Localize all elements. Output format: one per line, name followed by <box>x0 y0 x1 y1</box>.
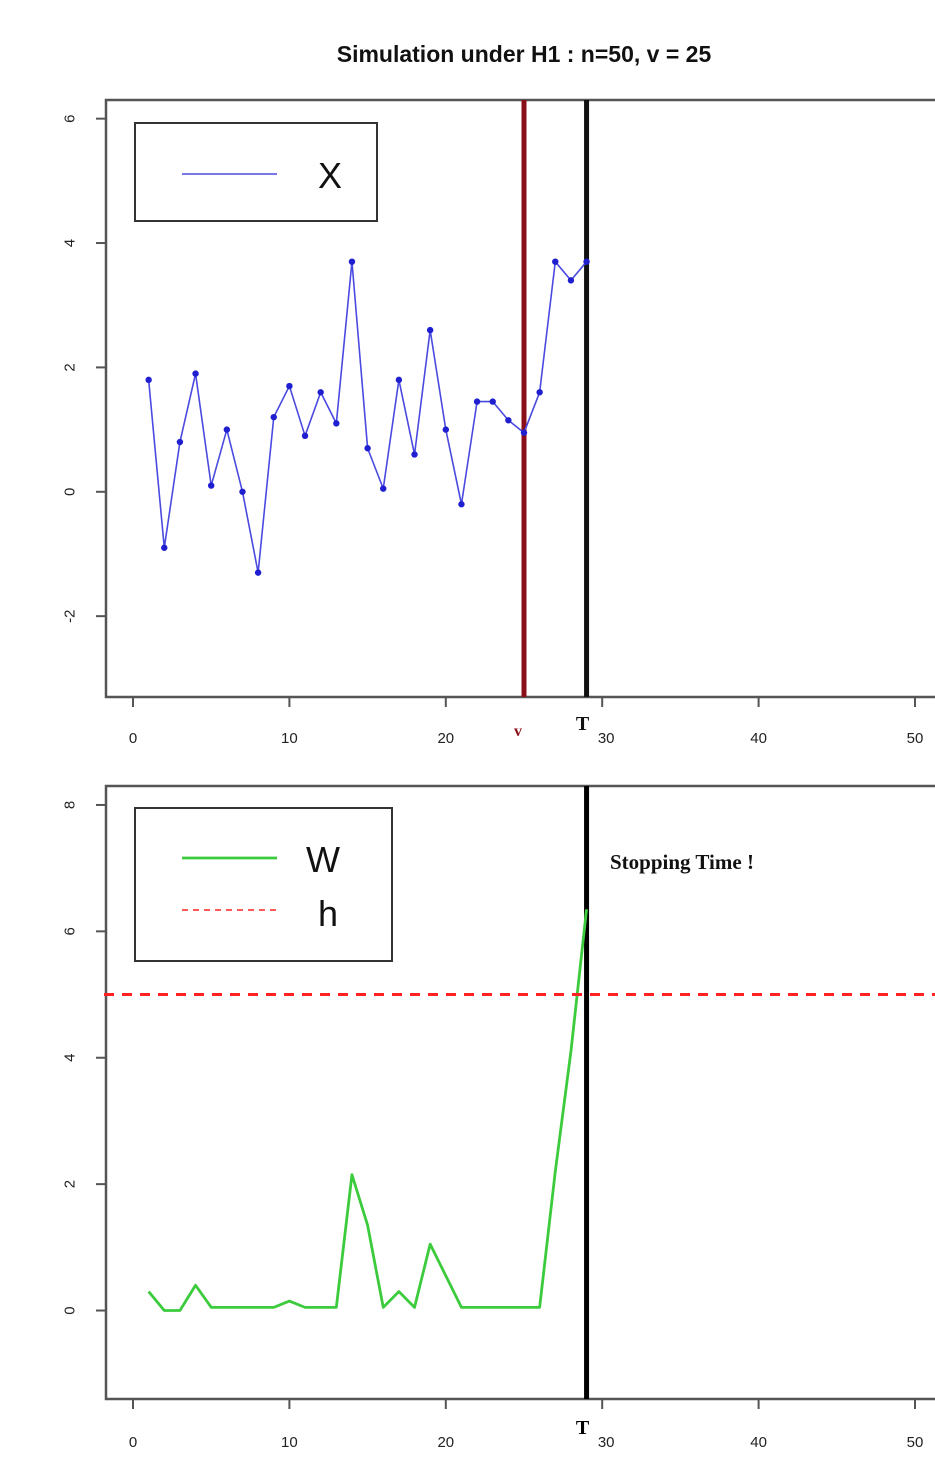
legend-label-X: X <box>318 155 342 196</box>
data-point <box>552 258 559 265</box>
y-tick-label: 4 <box>62 1054 79 1062</box>
legend-box <box>134 122 378 222</box>
plot-frame <box>104 784 935 1401</box>
data-point <box>208 482 215 489</box>
x-tick-label: 40 <box>750 1434 767 1451</box>
data-point <box>583 258 590 265</box>
y-tick-label: 4 <box>62 239 79 247</box>
data-point <box>536 389 543 396</box>
vline-label-v: v <box>514 723 522 740</box>
data-point <box>380 485 387 492</box>
x-tick-label: 20 <box>437 1434 454 1451</box>
series-line-X <box>147 260 588 574</box>
data-point <box>223 426 231 433</box>
data-point <box>145 376 152 384</box>
legend: Wh <box>134 807 393 962</box>
vline-label-T: T <box>576 713 590 735</box>
y-tick-label: 6 <box>62 114 79 122</box>
y-tick-label: 6 <box>62 927 79 935</box>
vline-label-T: T <box>576 1417 590 1439</box>
y-tick-label: 0 <box>62 1306 79 1314</box>
series-line-W <box>147 909 588 1312</box>
x-tick-label: 50 <box>907 730 924 747</box>
data-point <box>505 417 512 424</box>
data-point <box>426 326 434 334</box>
bottom-plot-panel: 0 2 4 6 8 0 10 20 30 40 50 T Wh Stopping Time ! <box>62 784 935 1451</box>
legend: X <box>134 122 378 222</box>
x-tick-label: 0 <box>129 1434 137 1451</box>
stopping-time-annotation: Stopping Time ! <box>610 850 754 874</box>
y-tick-label: -2 <box>62 609 79 622</box>
data-point <box>520 429 528 436</box>
data-point <box>254 569 262 576</box>
data-point <box>301 432 309 440</box>
x-tick-label: 10 <box>281 1434 298 1451</box>
data-point <box>489 398 496 405</box>
data-point <box>239 488 246 495</box>
data-point <box>364 445 371 452</box>
y-tick-label: 2 <box>62 363 79 371</box>
x-tick-label: 30 <box>598 730 615 747</box>
legend-label-h: h <box>318 893 338 934</box>
top-plot-panel: -2 0 2 4 6 0 10 20 30 40 50 v T X <box>62 98 935 747</box>
plot-frame <box>104 98 935 699</box>
data-point <box>333 420 340 427</box>
data-point <box>176 438 184 446</box>
data-point <box>442 426 449 433</box>
data-point <box>286 382 293 390</box>
legend-box <box>134 807 393 962</box>
y-tick-label: 2 <box>62 1180 79 1188</box>
x-tick-label: 0 <box>129 730 137 747</box>
y-tick-label: 8 <box>62 801 79 809</box>
data-point <box>458 501 465 508</box>
data-point <box>192 370 199 377</box>
data-point <box>473 398 481 405</box>
x-tick-label: 20 <box>437 730 454 747</box>
chart-title: Simulation under H1 : n=50, v = 25 <box>337 41 712 67</box>
data-point <box>348 258 356 265</box>
x-tick-label: 50 <box>907 1434 924 1451</box>
data-point <box>395 376 403 384</box>
x-tick-label: 30 <box>598 1434 615 1451</box>
data-point <box>317 389 324 396</box>
y-tick-label: 0 <box>62 488 79 496</box>
x-tick-label: 10 <box>281 730 298 747</box>
data-point <box>270 413 277 421</box>
data-point <box>567 277 575 284</box>
data-point <box>161 544 168 551</box>
data-point <box>411 451 418 458</box>
legend-label-W: W <box>306 839 340 880</box>
x-tick-label: 40 <box>750 730 767 747</box>
